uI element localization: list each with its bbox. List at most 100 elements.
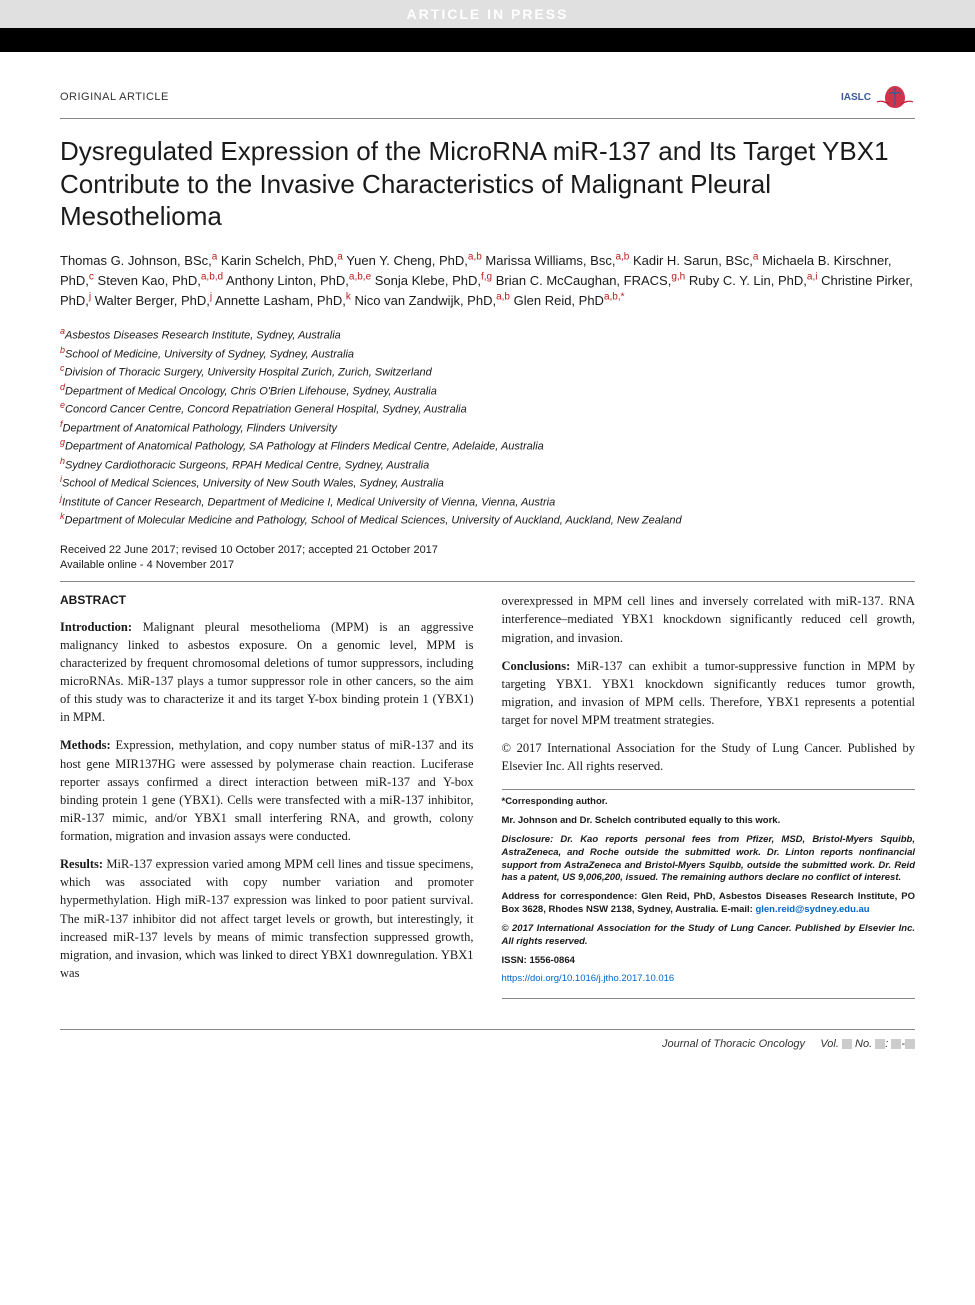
author-affiliation-sup: j [89, 292, 91, 303]
journal-logo: IASLC [841, 82, 915, 112]
author: Kadir H. Sarun, BSc,a [633, 253, 759, 268]
corresponding-star-icon: * [621, 292, 625, 303]
author: Sonja Klebe, PhD,f,g [375, 273, 492, 288]
author-affiliation-sup: a,b [615, 252, 629, 263]
affiliation-text: Department of Anatomical Pathology, SA P… [65, 441, 544, 453]
author: Ruby C. Y. Lin, PhD,a,i [689, 273, 818, 288]
affiliation: aAsbestos Diseases Research Institute, S… [60, 325, 915, 344]
page-content: ORIGINAL ARTICLE IASLC Dysregulated Expr… [0, 52, 975, 1070]
article-in-press-banner: ARTICLE IN PRESS [0, 0, 975, 28]
article-title: Dysregulated Expression of the MicroRNA … [60, 135, 915, 233]
corresponding-author-label: *Corresponding author. [502, 796, 916, 809]
no-placeholder-icon [875, 1039, 885, 1049]
affiliation-text: Department of Anatomical Pathology, Flin… [63, 422, 338, 434]
doi-line: https://doi.org/10.1016/j.jtho.2017.10.0… [502, 973, 916, 986]
author: Walter Berger, PhD,j [95, 293, 212, 308]
affiliation-text: Department of Medical Oncology, Chris O'… [65, 385, 437, 397]
affiliation: fDepartment of Anatomical Pathology, Fli… [60, 418, 915, 437]
affiliation: dDepartment of Medical Oncology, Chris O… [60, 381, 915, 400]
abstract-copyright: © 2017 International Association for the… [502, 739, 916, 775]
affiliation: iSchool of Medical Sciences, University … [60, 473, 915, 492]
footer-no: No. [855, 1038, 875, 1050]
abstract-section: Methods: Expression, methylation, and co… [60, 736, 474, 845]
author-affiliation-sup: f,g [481, 272, 492, 283]
affiliation: hSydney Cardiothoracic Surgeons, RPAH Me… [60, 455, 915, 474]
box-copyright: © 2017 International Association for the… [502, 923, 916, 949]
affiliation: jInstitute of Cancer Research, Departmen… [60, 492, 915, 511]
received-date: Received 22 June 2017; revised 10 Octobe… [60, 543, 915, 558]
conclusions-lead: Conclusions: [502, 659, 571, 673]
author-affiliation-sup: a,b, [604, 292, 621, 303]
online-date: Available online - 4 November 2017 [60, 558, 915, 573]
abstract-section: Results: MiR-137 expression varied among… [60, 855, 474, 982]
affiliation: gDepartment of Anatomical Pathology, SA … [60, 436, 915, 455]
correspondence-address: Address for correspondence: Glen Reid, P… [502, 891, 916, 917]
affiliation: cDivision of Thoracic Surgery, Universit… [60, 362, 915, 381]
author-affiliation-sup: a,b,e [349, 272, 371, 283]
author-affiliation-sup: a [337, 252, 343, 263]
abstract-section-text: Expression, methylation, and copy number… [60, 738, 474, 843]
author: Marissa Williams, Bsc,a,b [485, 253, 629, 268]
author: Steven Kao, PhD,a,b,d [98, 273, 224, 288]
abstract-section-text: Malignant pleural mesothelioma (MPM) is … [60, 620, 474, 725]
equal-contribution: Mr. Johnson and Dr. Schelch contributed … [502, 815, 916, 828]
author-affiliation-sup: a [753, 252, 759, 263]
abstract-section-text: MiR-137 expression varied among MPM cell… [60, 857, 474, 980]
author: Anthony Linton, PhD,a,b,e [226, 273, 371, 288]
affiliation-text: Institute of Cancer Research, Department… [62, 496, 555, 508]
author-list: Thomas G. Johnson, BSc,a Karin Schelch, … [60, 251, 915, 312]
affiliation-text: School of Medicine, University of Sydney… [65, 348, 354, 360]
abstract-rule [60, 581, 915, 582]
iaslc-logo-icon [875, 82, 915, 112]
page-footer: Journal of Thoracic Oncology Vol. No. : … [60, 1029, 915, 1050]
black-bar [0, 28, 975, 52]
author: Nico van Zandwijk, PhD,a,b [354, 293, 510, 308]
vol-placeholder-icon [842, 1039, 852, 1049]
author: Yuen Y. Cheng, PhD,a,b [346, 253, 482, 268]
correspondence-box: *Corresponding author. Mr. Johnson and D… [502, 789, 916, 999]
affiliation-text: Asbestos Diseases Research Institute, Sy… [65, 330, 341, 342]
author-affiliation-sup: a,b,d [201, 272, 223, 283]
affiliation-text: Division of Thoracic Surgery, University… [65, 367, 432, 379]
logo-text: IASLC [841, 92, 871, 103]
author: Brian C. McCaughan, FRACS,g,h [496, 273, 685, 288]
abstract-section-lead: Methods: [60, 738, 111, 752]
affiliation-text: Concord Cancer Centre, Concord Repatriat… [65, 404, 467, 416]
author-affiliation-sup: a,b [468, 252, 482, 263]
affiliation-text: Department of Molecular Medicine and Pat… [65, 515, 682, 527]
author-affiliation-sup: k [346, 292, 351, 303]
author-affiliation-sup: a,b [496, 292, 510, 303]
abstract-col-left: ABSTRACT Introduction: Malignant pleural… [60, 592, 474, 999]
author-affiliation-sup: g,h [671, 272, 685, 283]
author-affiliation-sup: a,i [807, 272, 818, 283]
header-rule [60, 118, 915, 119]
page-start-placeholder-icon [891, 1039, 901, 1049]
abstract-label: ABSTRACT [60, 592, 474, 609]
abstract-col-right: overexpressed in MPM cell lines and inve… [502, 592, 916, 999]
correspondence-email-link[interactable]: glen.reid@sydney.edu.au [755, 904, 869, 915]
author: Thomas G. Johnson, BSc,a [60, 253, 217, 268]
doi-link[interactable]: https://doi.org/10.1016/j.jtho.2017.10.0… [502, 973, 675, 984]
affiliation-list: aAsbestos Diseases Research Institute, S… [60, 325, 915, 529]
author: Karin Schelch, PhD,a [221, 253, 343, 268]
author-affiliation-sup: a [212, 252, 218, 263]
author-affiliation-sup: c [89, 272, 94, 283]
article-dates: Received 22 June 2017; revised 10 Octobe… [60, 543, 915, 574]
affiliation: bSchool of Medicine, University of Sydne… [60, 344, 915, 363]
conclusions-section: Conclusions: MiR-137 can exhibit a tumor… [502, 657, 916, 730]
results-continuation: overexpressed in MPM cell lines and inve… [502, 592, 916, 646]
author: Annette Lasham, PhD,k [215, 293, 351, 308]
affiliation-text: School of Medical Sciences, University o… [62, 478, 444, 490]
abstract-columns: ABSTRACT Introduction: Malignant pleural… [60, 592, 915, 999]
header-row: ORIGINAL ARTICLE IASLC [60, 82, 915, 112]
footer-journal: Journal of Thoracic Oncology [662, 1038, 805, 1050]
page-end-placeholder-icon [905, 1039, 915, 1049]
author: Glen Reid, PhDa,b,* [514, 293, 625, 308]
article-type: ORIGINAL ARTICLE [60, 91, 169, 103]
abstract-section: Introduction: Malignant pleural mesothel… [60, 618, 474, 727]
address-label: Address for correspondence: [502, 891, 642, 902]
affiliation-text: Sydney Cardiothoracic Surgeons, RPAH Med… [65, 459, 429, 471]
abstract-section-lead: Results: [60, 857, 103, 871]
disclosure: Disclosure: Dr. Kao reports personal fee… [502, 834, 916, 885]
affiliation: kDepartment of Molecular Medicine and Pa… [60, 510, 915, 529]
